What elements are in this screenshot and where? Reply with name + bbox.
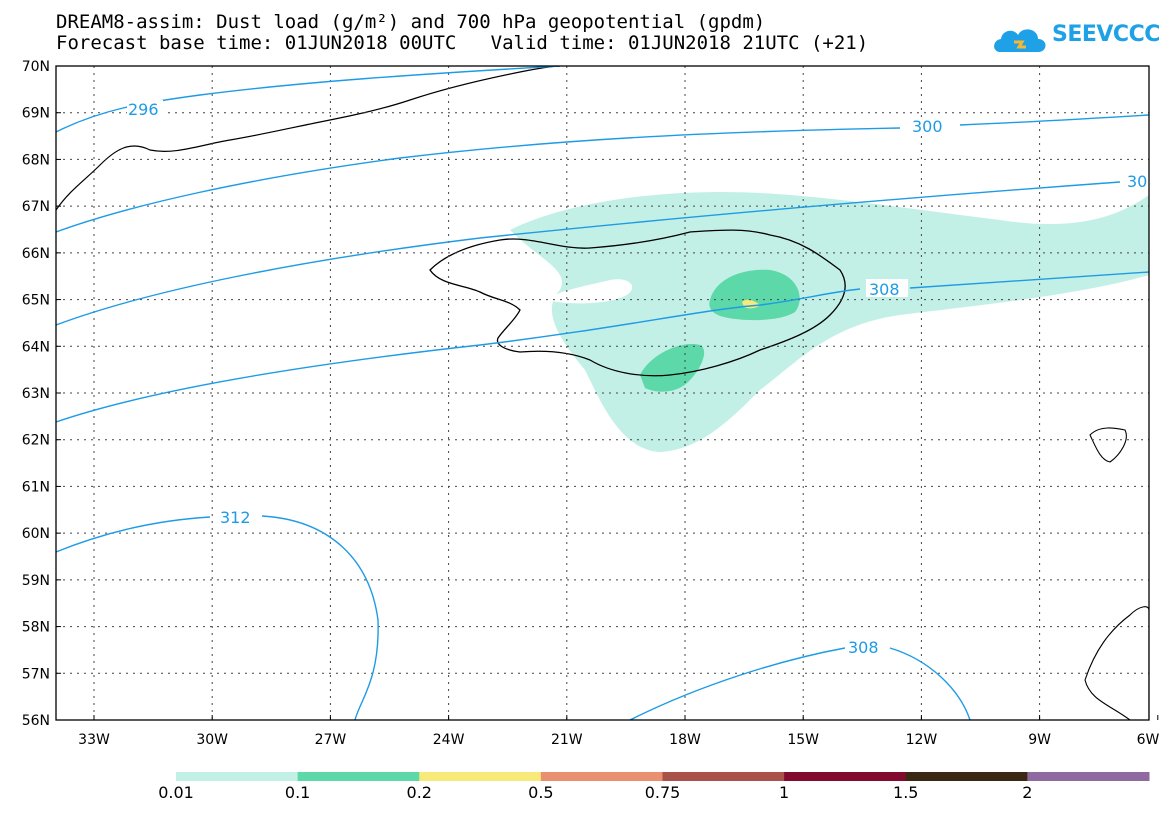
lon-label: 6W xyxy=(1137,732,1160,748)
contour-label-296: 296 xyxy=(128,100,159,119)
lat-label: 58N xyxy=(22,620,50,636)
colorbar-swatch xyxy=(905,772,1028,781)
colorbar-swatch xyxy=(419,772,542,781)
dust-region-light xyxy=(510,192,1149,452)
colorbar-label: 0.01 xyxy=(158,783,194,802)
lon-label: 33W xyxy=(78,732,110,748)
contour-304 xyxy=(56,181,1121,326)
iceland-coastline xyxy=(429,229,846,377)
lat-label: 64N xyxy=(22,339,50,355)
greenland-coastline xyxy=(56,66,561,211)
lat-label: 66N xyxy=(22,246,50,262)
lon-label: 18W xyxy=(669,732,701,748)
lat-label: 59N xyxy=(22,573,50,589)
logo-text: SEEVCCC xyxy=(1052,22,1160,47)
contour-308-south xyxy=(629,647,971,720)
colorbar-swatch xyxy=(176,772,299,781)
contour-300-west xyxy=(56,127,901,233)
colorbar-label: 1 xyxy=(779,783,790,802)
lon-label: 27W xyxy=(315,732,347,748)
colorbar-swatch xyxy=(1027,772,1150,781)
dust-region-medium-south xyxy=(640,344,705,392)
colorbar-label: 0.1 xyxy=(284,783,311,802)
colorbar-label: 0.2 xyxy=(406,783,432,802)
lat-label: 56N xyxy=(22,713,50,729)
lon-label: 30W xyxy=(196,732,228,748)
colorbar-swatch xyxy=(297,772,420,781)
lon-label: 21W xyxy=(551,732,583,748)
contour-308-north-east xyxy=(909,271,1149,289)
colorbar-swatch xyxy=(540,772,663,781)
colorbar-swatch xyxy=(662,772,785,781)
contour-label-300: 300 xyxy=(912,117,943,136)
lat-label: 61N xyxy=(22,479,50,495)
cloud-logo-icon xyxy=(994,29,1046,52)
contour-296 xyxy=(56,66,561,133)
map-title: DREAM8-assim: Dust load (g/m²) and 700 h… xyxy=(56,11,766,33)
lat-label: 65N xyxy=(22,293,50,309)
lon-label: 12W xyxy=(906,732,938,748)
contour-300-east xyxy=(959,114,1149,126)
contour-312 xyxy=(56,515,379,720)
lat-label: 67N xyxy=(22,199,50,215)
lon-label: 24W xyxy=(433,732,465,748)
lon-label: 9W xyxy=(1028,732,1051,748)
colorbar-label: 1.5 xyxy=(893,783,919,802)
lat-label: 62N xyxy=(22,433,50,449)
contour-label-308-south: 308 xyxy=(848,638,879,657)
colorbar-label: 0.75 xyxy=(644,783,681,802)
colorbar xyxy=(176,772,1150,781)
lon-label: 15W xyxy=(787,732,819,748)
colorbar-swatch xyxy=(784,772,907,781)
scotland-coastline xyxy=(1084,606,1149,720)
contour-308-north xyxy=(56,288,861,423)
contour-label-308-north: 308 xyxy=(869,280,900,299)
lat-label: 57N xyxy=(22,666,50,682)
lat-label: 70N xyxy=(22,59,50,75)
lat-label: 60N xyxy=(22,526,50,542)
colorbar-label: 2 xyxy=(1022,783,1033,802)
lat-label: 68N xyxy=(22,152,50,168)
lat-label: 69N xyxy=(22,106,50,122)
contour-label-30: 30 xyxy=(1127,172,1147,191)
lat-label: 63N xyxy=(22,386,50,402)
colorbar-label: 0.5 xyxy=(528,783,554,802)
map-subtitle: Forecast base time: 01JUN2018 00UTC Vali… xyxy=(56,32,869,54)
contour-label-312: 312 xyxy=(220,508,251,527)
faroe-coastline xyxy=(1089,427,1127,463)
